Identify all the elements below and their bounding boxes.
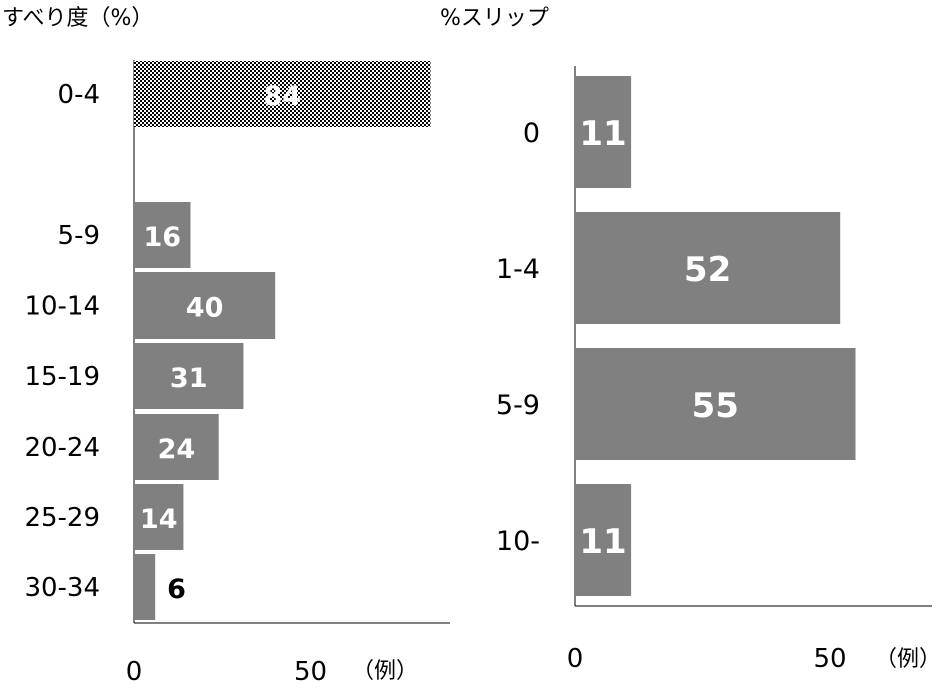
- left-category-label: 15-19: [24, 362, 100, 392]
- left-bar: [134, 202, 191, 268]
- right-bar-value-label: 11: [579, 114, 626, 154]
- right-bar: [575, 76, 632, 188]
- left-bar-value-label: 84: [263, 81, 301, 112]
- left-category-label: 5-9: [58, 221, 100, 251]
- left-bar: [134, 484, 184, 550]
- right-x-tick-label: 50: [813, 644, 846, 674]
- left-category-label: 25-29: [24, 503, 100, 533]
- right-bar-value-label: 52: [684, 250, 731, 290]
- left-bar-value-label: 40: [186, 293, 224, 324]
- left-x-unit-label: （例）: [352, 659, 418, 684]
- right-bar-value-label: 55: [692, 386, 739, 426]
- left-x-tick-label: 50: [294, 657, 327, 687]
- left-x-tick-label: 0: [126, 657, 143, 687]
- right-chart-title: %スリップ: [440, 6, 549, 31]
- right-bar-value-label: 11: [579, 522, 626, 562]
- left-bar: [134, 343, 244, 409]
- left-chart-title: すべり度（%）: [2, 6, 154, 31]
- right-category-label: 10-: [496, 526, 540, 557]
- left-category-label: 0-4: [58, 80, 100, 110]
- left-bar: [134, 414, 219, 480]
- left-bar: [134, 554, 156, 620]
- right-category-label: 0: [523, 118, 540, 149]
- right-bar: [575, 484, 632, 596]
- left-bar: [134, 272, 276, 339]
- left-category-label: 10-14: [24, 292, 100, 322]
- right-category-label: 5-9: [496, 390, 540, 421]
- left-bar-value-label: 14: [140, 504, 178, 535]
- right-x-tick-label: 0: [567, 644, 584, 674]
- left-category-label: 20-24: [24, 433, 100, 463]
- right-bar: [575, 212, 841, 324]
- left-bar-value-label: 16: [143, 222, 181, 253]
- left-bar: [134, 61, 431, 127]
- left-bar-value-label: 31: [170, 363, 208, 394]
- right-category-label: 1-4: [496, 254, 540, 285]
- right-x-unit-label: （例）: [875, 647, 941, 672]
- left-category-label: 30-34: [24, 573, 100, 603]
- left-bar-value-label: 6: [167, 574, 186, 605]
- right-bar: [575, 348, 856, 460]
- left-bar-value-label: 24: [158, 434, 196, 465]
